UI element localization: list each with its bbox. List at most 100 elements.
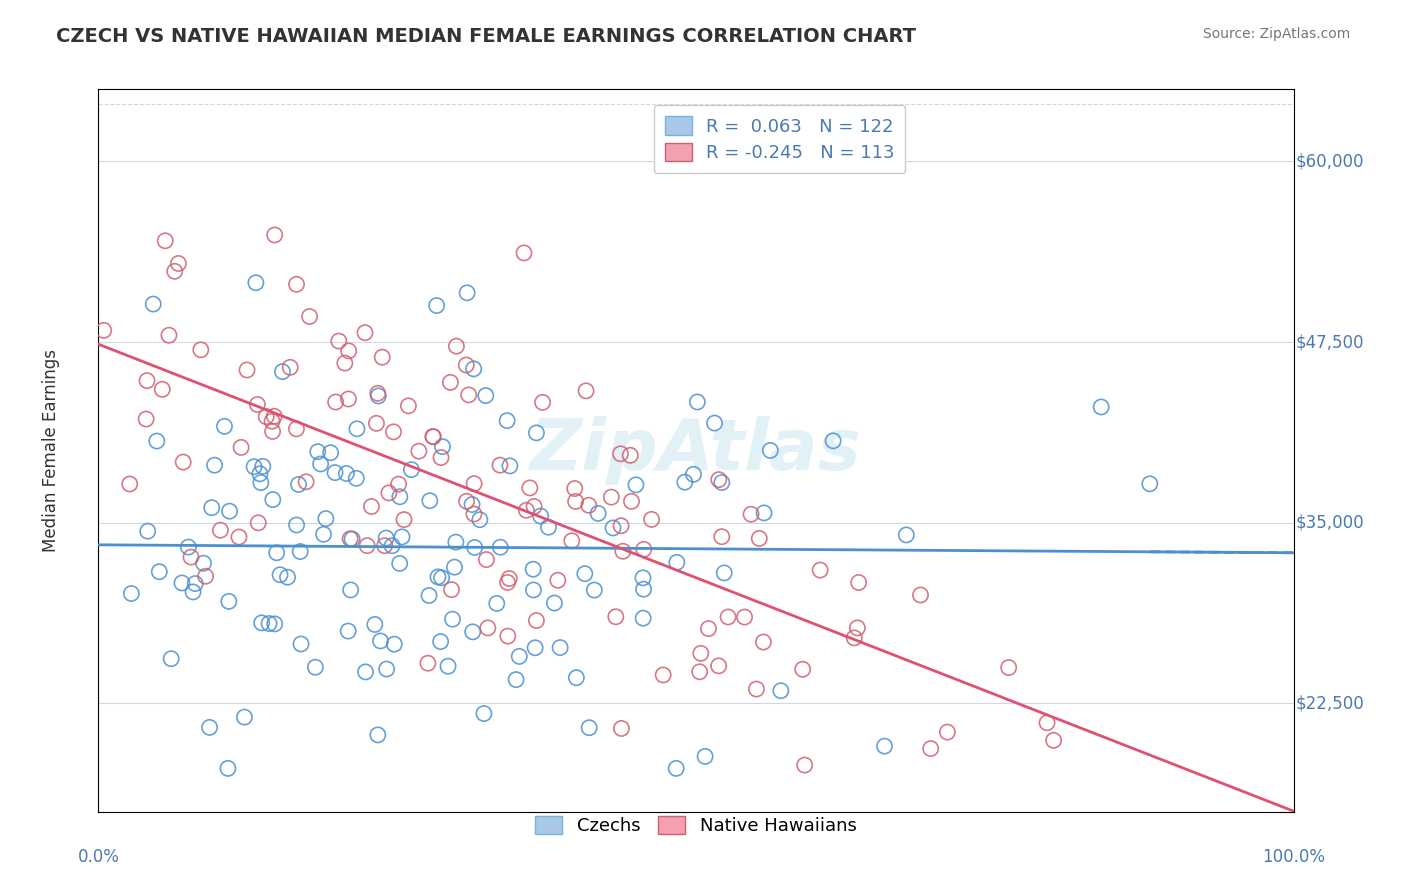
Native Hawaiians <box>620 494 643 508</box>
Native Hawaiians <box>263 409 285 424</box>
Native Hawaiians <box>325 395 347 409</box>
Native Hawaiians <box>496 629 519 643</box>
Native Hawaiians <box>396 399 419 413</box>
Native Hawaiians <box>136 374 159 388</box>
Czechs <box>337 624 360 638</box>
Native Hawaiians <box>247 516 270 530</box>
Czechs <box>633 582 655 597</box>
Czechs <box>346 422 368 436</box>
Czechs <box>290 544 312 558</box>
Native Hawaiians <box>640 512 662 526</box>
Czechs <box>381 539 404 553</box>
Native Hawaiians <box>135 412 157 426</box>
Text: Source: ZipAtlas.com: Source: ZipAtlas.com <box>1202 27 1350 41</box>
Legend: Czechs, Native Hawaiians: Czechs, Native Hawaiians <box>524 805 868 846</box>
Czechs <box>631 611 654 625</box>
Text: $35,000: $35,000 <box>1296 514 1365 532</box>
Czechs <box>201 500 224 515</box>
Czechs <box>505 673 527 687</box>
Native Hawaiians <box>374 539 396 553</box>
Native Hawaiians <box>328 334 350 348</box>
Czechs <box>441 612 464 626</box>
Native Hawaiians <box>846 621 869 635</box>
Czechs <box>429 634 451 648</box>
Native Hawaiians <box>382 425 405 439</box>
Native Hawaiians <box>93 323 115 337</box>
Czechs <box>485 597 508 611</box>
Czechs <box>309 457 332 471</box>
Czechs <box>319 446 342 460</box>
Native Hawaiians <box>619 448 641 462</box>
Czechs <box>686 395 709 409</box>
Czechs <box>631 571 654 585</box>
Native Hawaiians <box>339 532 361 546</box>
Czechs <box>218 504 240 518</box>
Czechs <box>364 617 387 632</box>
Czechs <box>252 459 274 474</box>
Native Hawaiians <box>652 668 675 682</box>
Native Hawaiians <box>456 358 478 372</box>
Native Hawaiians <box>180 550 202 565</box>
Czechs <box>713 566 735 580</box>
Czechs <box>375 662 398 676</box>
Native Hawaiians <box>547 574 569 588</box>
Czechs <box>464 541 486 555</box>
Czechs <box>565 671 588 685</box>
Text: $60,000: $60,000 <box>1296 153 1364 170</box>
Native Hawaiians <box>734 610 756 624</box>
Czechs <box>418 589 440 603</box>
Czechs <box>401 462 423 476</box>
Czechs <box>673 475 696 490</box>
Czechs <box>548 640 571 655</box>
Czechs <box>290 637 312 651</box>
Czechs <box>315 511 337 525</box>
Czechs <box>388 557 411 571</box>
Native Hawaiians <box>513 246 536 260</box>
Czechs <box>461 624 484 639</box>
Text: 100.0%: 100.0% <box>1263 847 1324 866</box>
Native Hawaiians <box>612 544 634 558</box>
Native Hawaiians <box>793 758 815 772</box>
Native Hawaiians <box>844 631 866 645</box>
Native Hawaiians <box>498 572 520 586</box>
Czechs <box>217 761 239 775</box>
Czechs <box>710 475 733 490</box>
Native Hawaiians <box>150 382 173 396</box>
Czechs <box>382 637 405 651</box>
Native Hawaiians <box>388 477 411 491</box>
Native Hawaiians <box>333 356 356 370</box>
Czechs <box>250 475 273 490</box>
Czechs <box>432 440 454 454</box>
Czechs <box>193 556 215 570</box>
Native Hawaiians <box>689 646 711 660</box>
Native Hawaiians <box>707 658 730 673</box>
Czechs <box>530 509 553 524</box>
Czechs <box>665 555 688 569</box>
Czechs <box>823 434 845 448</box>
Czechs <box>177 540 200 554</box>
Native Hawaiians <box>609 447 631 461</box>
Native Hawaiians <box>440 582 463 597</box>
Native Hawaiians <box>254 409 277 424</box>
Native Hawaiians <box>285 422 308 436</box>
Native Hawaiians <box>209 523 232 537</box>
Czechs <box>142 297 165 311</box>
Czechs <box>896 528 918 542</box>
Native Hawaiians <box>422 429 444 443</box>
Czechs <box>586 507 609 521</box>
Native Hawaiians <box>792 662 814 676</box>
Czechs <box>524 640 547 655</box>
Native Hawaiians <box>263 227 285 242</box>
Czechs <box>285 518 308 533</box>
Native Hawaiians <box>936 725 959 739</box>
Native Hawaiians <box>371 350 394 364</box>
Native Hawaiians <box>416 657 439 671</box>
Czechs <box>198 720 221 734</box>
Native Hawaiians <box>496 575 519 590</box>
Native Hawaiians <box>740 508 762 522</box>
Native Hawaiians <box>489 458 512 472</box>
Native Hawaiians <box>194 569 217 583</box>
Czechs <box>339 582 361 597</box>
Native Hawaiians <box>456 494 478 508</box>
Czechs <box>323 466 346 480</box>
